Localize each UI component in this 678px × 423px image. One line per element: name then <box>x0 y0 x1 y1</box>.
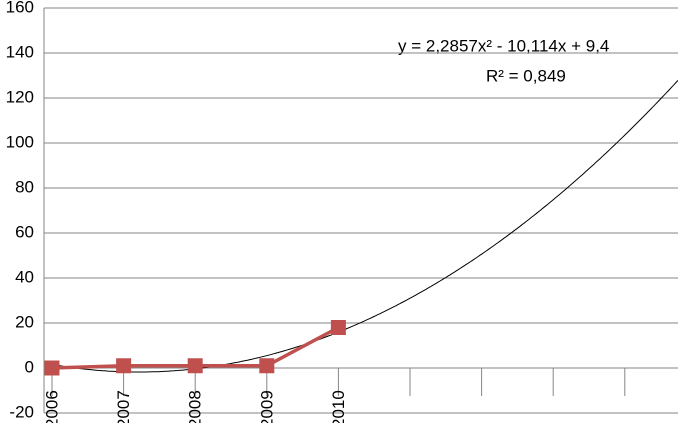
marker <box>116 358 132 374</box>
marker <box>259 358 275 374</box>
trendline <box>51 80 678 373</box>
y-tick-label: 140 <box>6 42 34 61</box>
y-tick-label: 100 <box>6 132 34 151</box>
r-squared: R² = 0,849 <box>486 66 566 85</box>
y-tick-label: 80 <box>15 177 34 196</box>
x-tick-label: 2006 <box>42 390 61 423</box>
x-tick-label: 2009 <box>257 390 276 423</box>
y-tick-label: -20 <box>9 402 34 421</box>
y-tick-label: 40 <box>15 267 34 286</box>
x-tick-label: 2007 <box>114 390 133 423</box>
marker <box>44 360 60 376</box>
y-tick-label: 160 <box>6 0 34 16</box>
marker <box>187 358 203 374</box>
y-tick-label: 60 <box>15 222 34 241</box>
x-tick-label: 2010 <box>329 390 348 423</box>
x-tick-label: 2008 <box>186 390 205 423</box>
plot: -20 0 20 40 60 80 100 120 140 160 2006 2007 2008 2009… <box>6 0 678 423</box>
marker <box>330 320 346 335</box>
y-tick-label: 0 <box>25 357 34 376</box>
trendline-equation: y = 2,2857x² - 10,114x + 9,4 <box>398 36 609 55</box>
y-tick-label: 120 <box>6 87 34 106</box>
y-tick-label: 20 <box>15 312 34 331</box>
